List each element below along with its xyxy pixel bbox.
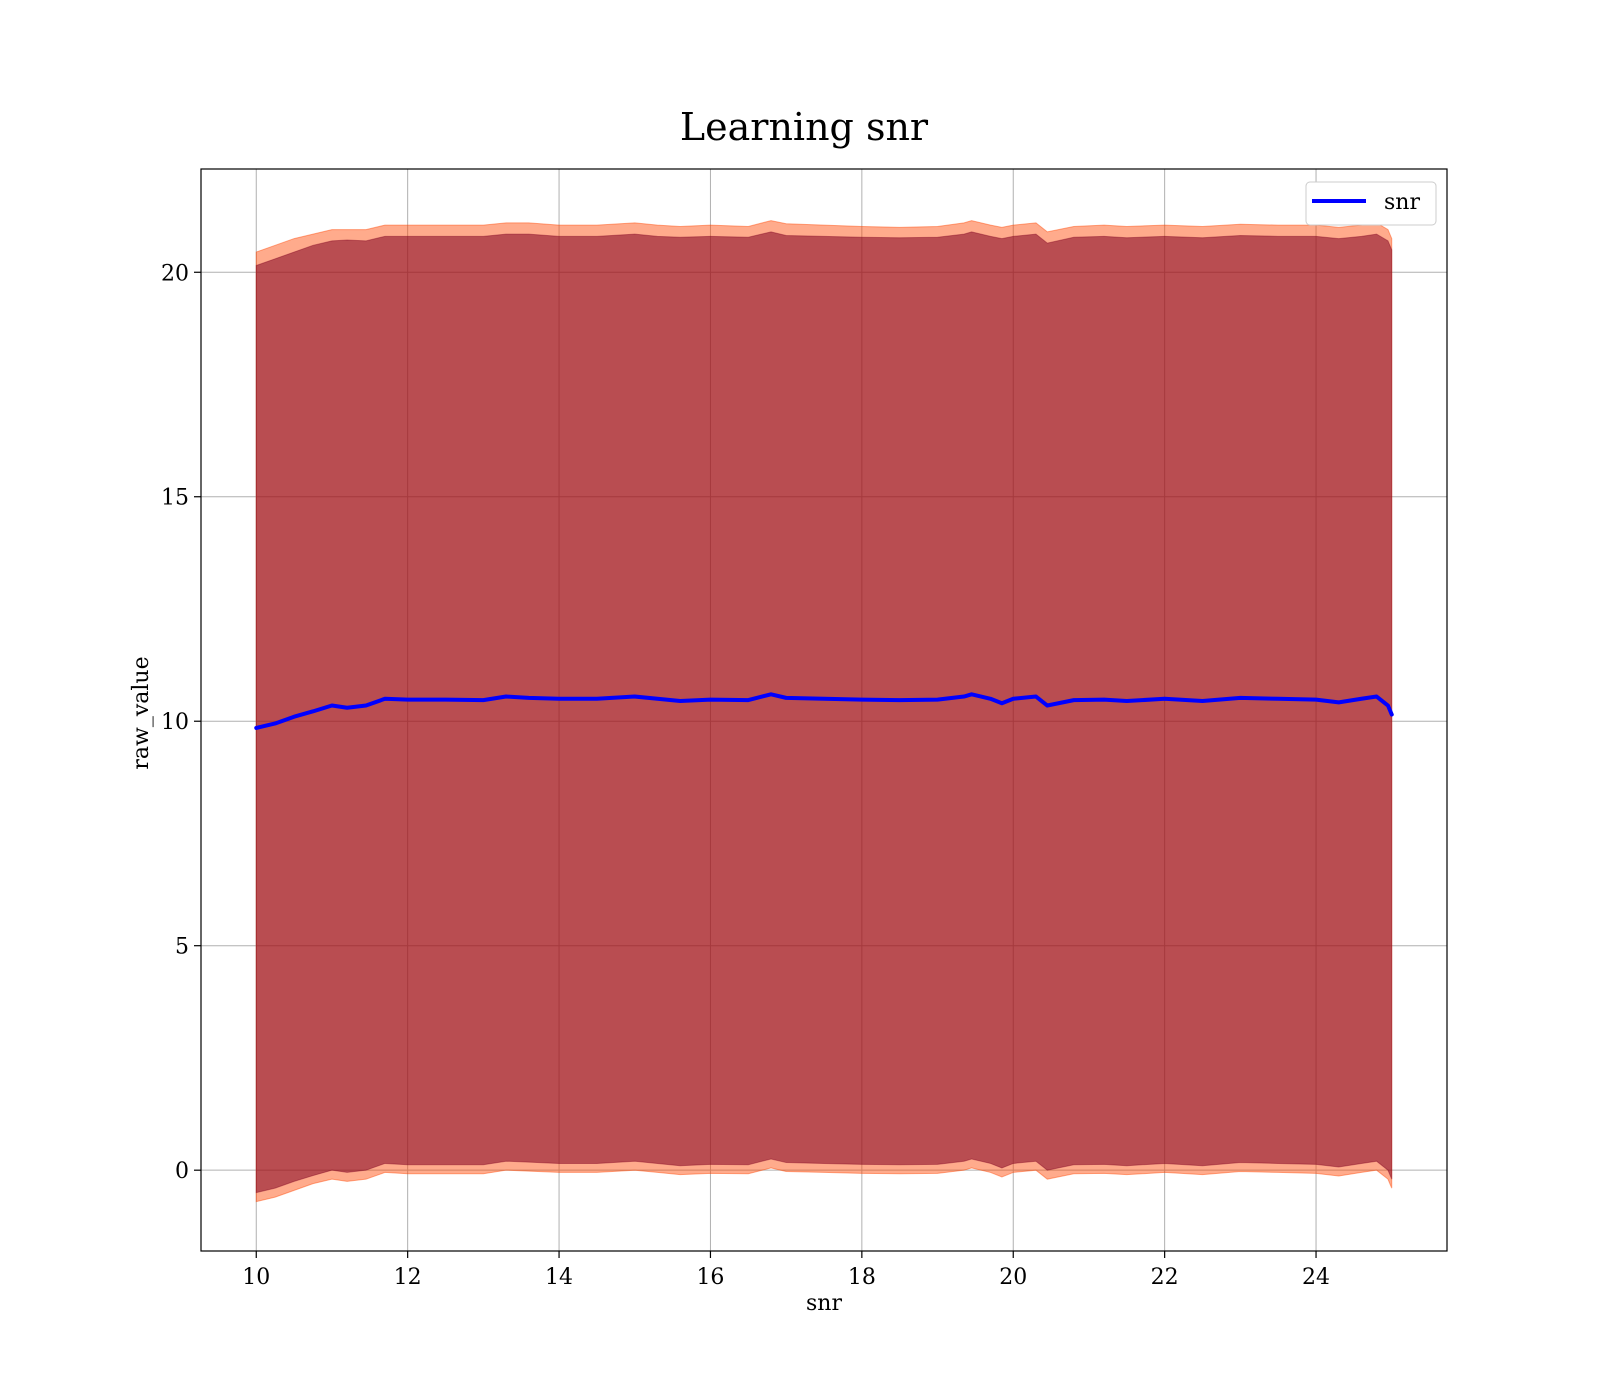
x-tick-label: 20 <box>999 1265 1027 1290</box>
legend: snr <box>1305 181 1437 226</box>
series-lines <box>254 692 1394 730</box>
y-tick-label: 15 <box>161 486 189 511</box>
legend-box <box>1305 181 1437 226</box>
chart-title: Learning snr <box>680 105 929 149</box>
confidence-bands <box>255 220 1393 1203</box>
y-tick-label: 20 <box>161 261 189 286</box>
y-tick-label: 0 <box>175 1159 189 1184</box>
x-tick-label: 12 <box>394 1265 422 1290</box>
legend-label-snr: snr <box>1384 190 1420 215</box>
x-tick-label: 16 <box>696 1265 724 1290</box>
x-tick-label: 18 <box>848 1265 876 1290</box>
x-tick-label: 22 <box>1151 1265 1179 1290</box>
inner-band <box>255 231 1393 1194</box>
y-axis-ticks: 0 5 10 15 20 <box>161 261 201 1184</box>
plot-area-frame <box>200 168 1448 1252</box>
series-line-snr <box>254 692 1394 730</box>
y-tick-label: 10 <box>161 710 189 735</box>
x-tick-label: 14 <box>545 1265 573 1290</box>
x-axis-label: snr <box>806 1291 842 1316</box>
y-axis-label: raw_value <box>129 656 154 769</box>
x-axis-ticks: 10 12 14 16 18 20 22 24 <box>242 1251 1330 1290</box>
y-tick-label: 5 <box>175 935 189 960</box>
x-tick-label: 24 <box>1302 1265 1330 1290</box>
x-tick-label: 10 <box>242 1265 270 1290</box>
